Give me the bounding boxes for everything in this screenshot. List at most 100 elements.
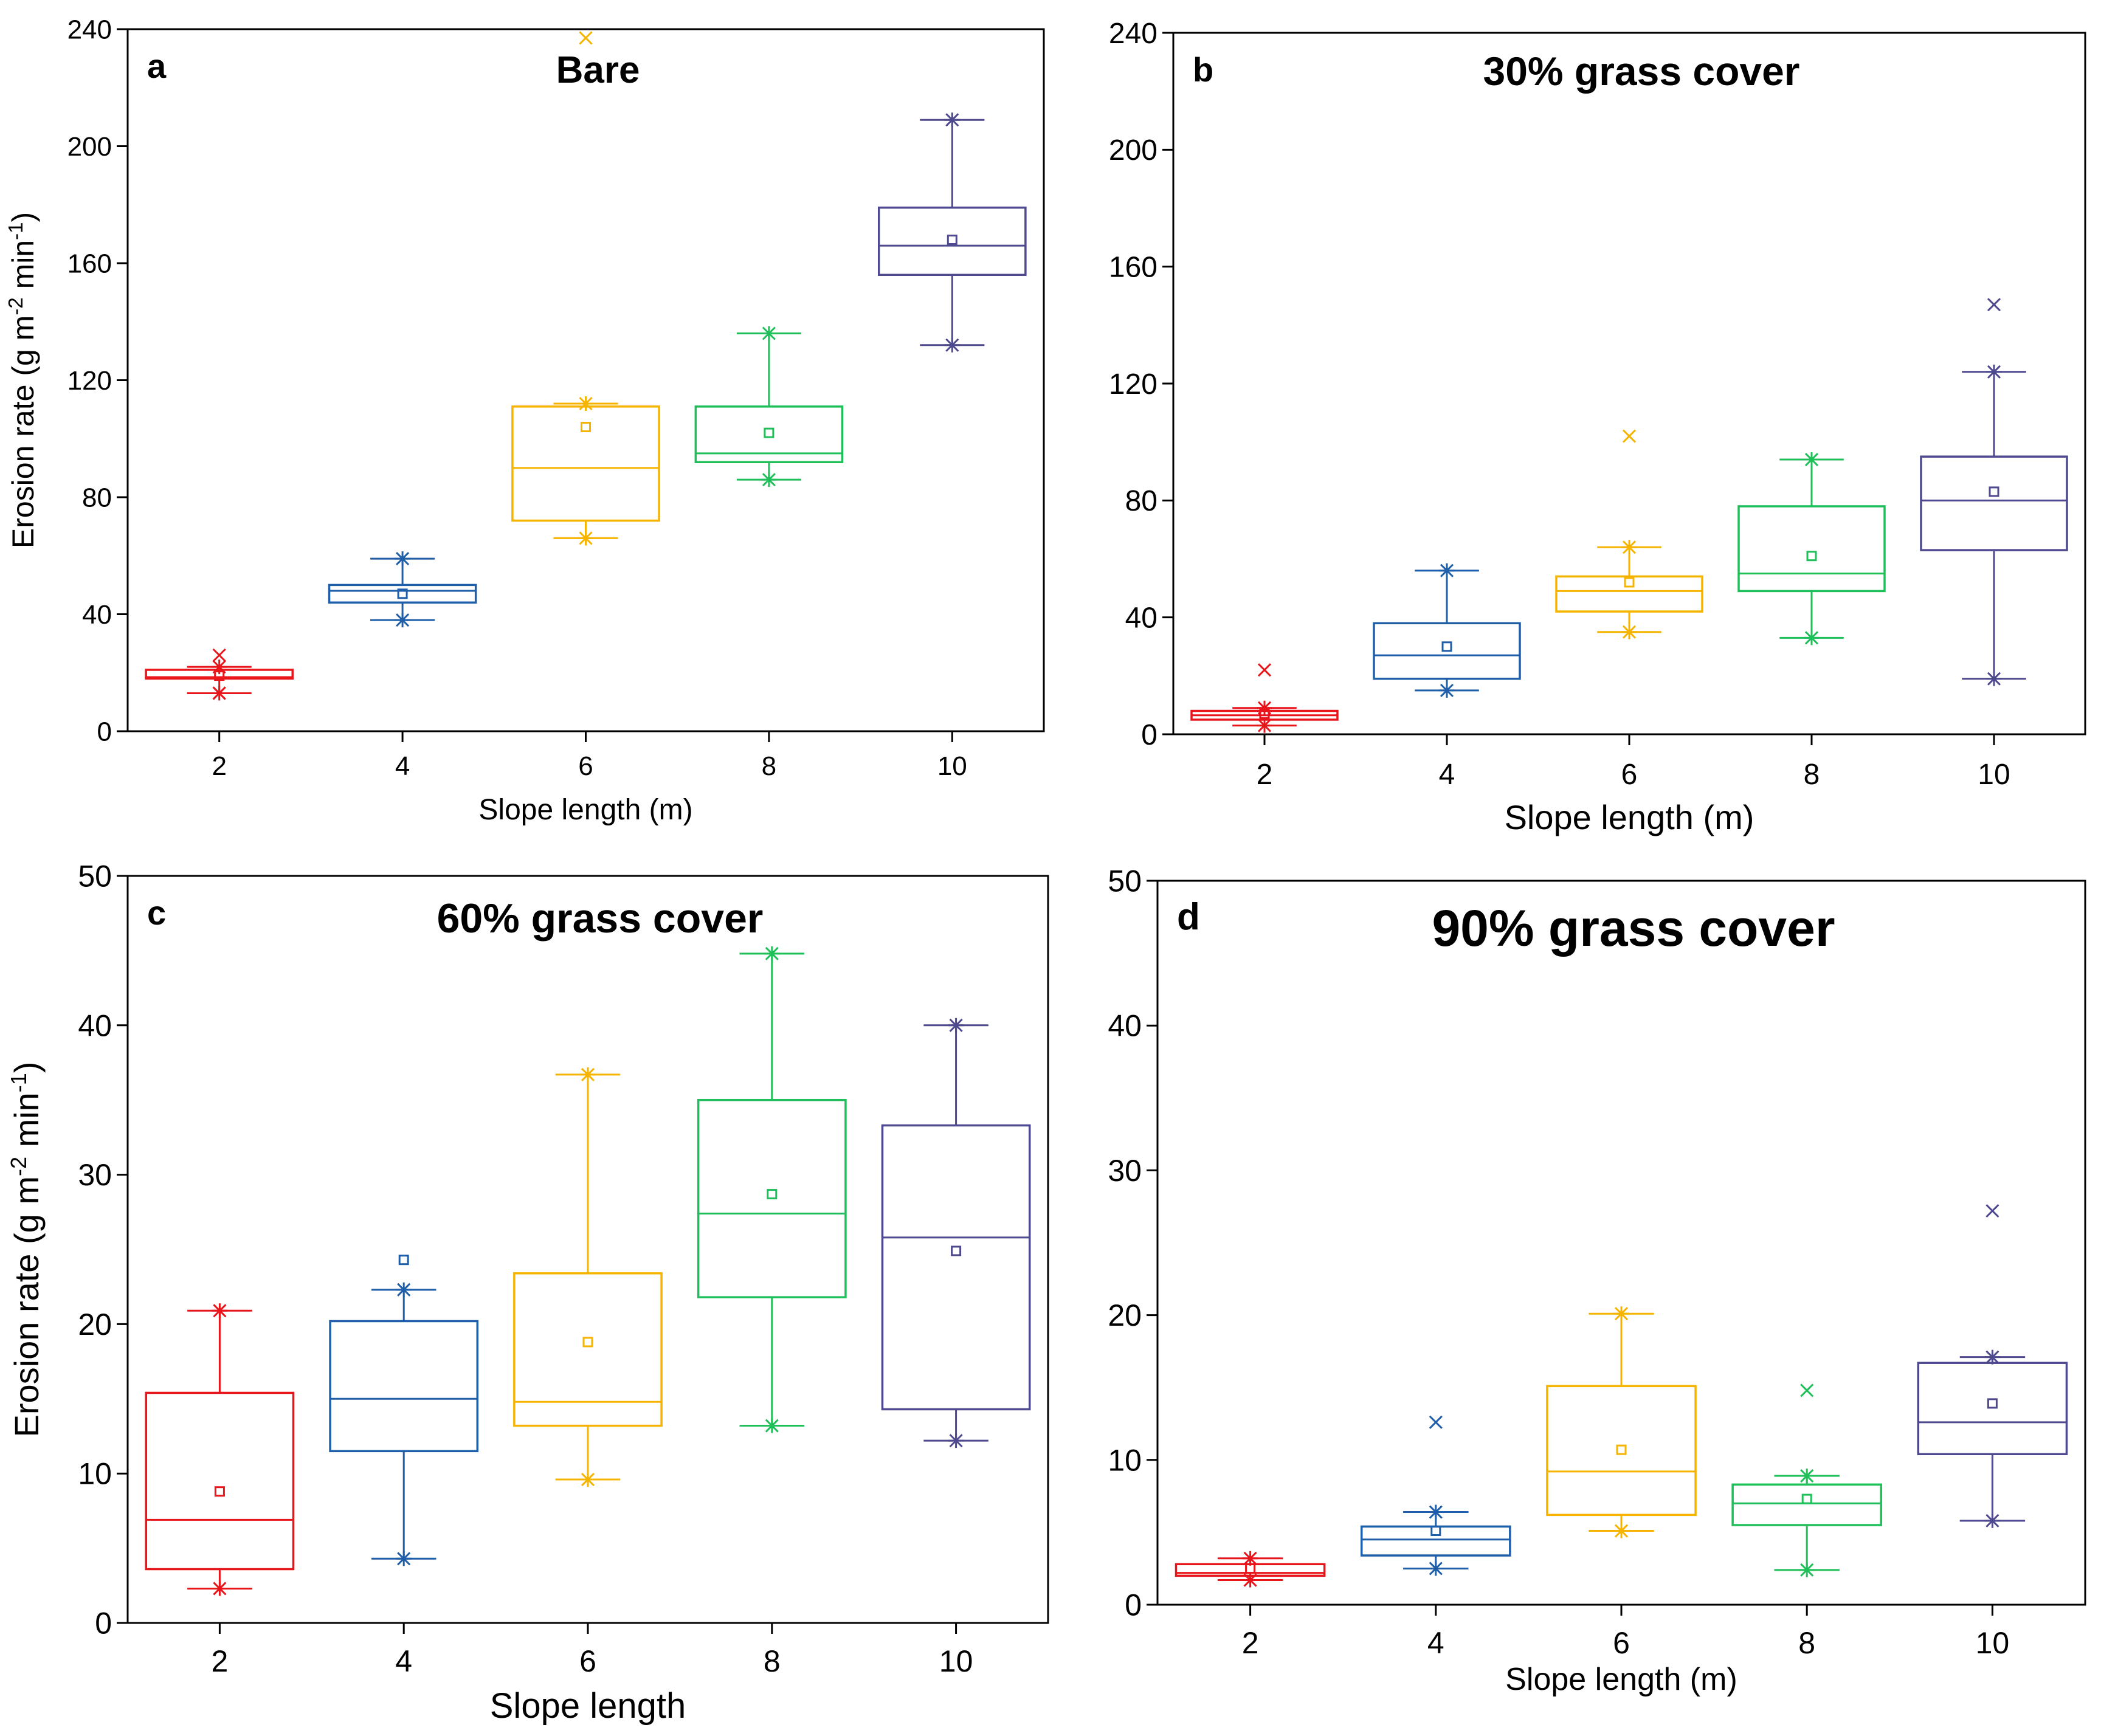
min-marker — [578, 531, 594, 546]
box-4m — [328, 551, 477, 628]
panel-c: 0 10 20 30 40 50 2 4 6 8 10 c 60% grass cover Slope l… — [6, 859, 1049, 1726]
iqr-box — [511, 405, 660, 522]
outlier-marker — [1800, 1383, 1814, 1397]
x-tick-label: 10 — [1976, 1626, 2010, 1660]
mean-marker — [951, 1245, 962, 1256]
y-tick-label: 160 — [1109, 251, 1157, 283]
max-marker — [1242, 1551, 1258, 1566]
y-tick-label: 20 — [78, 1307, 112, 1342]
mean-marker — [398, 1255, 409, 1266]
y-tick-label: 50 — [78, 859, 112, 894]
mean-marker — [214, 670, 225, 681]
y-tick-label: 240 — [67, 15, 112, 44]
box-6m — [511, 31, 660, 546]
panel-title: Bare — [556, 49, 640, 91]
min-marker — [1613, 1523, 1629, 1538]
box-2m — [145, 1303, 295, 1596]
panel-title: 60% grass cover — [437, 895, 764, 942]
outlier-marker — [212, 686, 226, 700]
iqr-box — [1920, 455, 2068, 551]
mean-marker — [1441, 641, 1452, 652]
mean-marker — [764, 427, 775, 438]
max-marker — [948, 1018, 964, 1033]
x-tick-label: 2 — [212, 751, 226, 781]
max-marker — [761, 326, 777, 341]
iqr-box — [145, 1391, 295, 1571]
min-marker — [1621, 624, 1637, 639]
y-tick-label: 10 — [78, 1457, 112, 1491]
max-marker — [1621, 540, 1637, 555]
min-marker — [1439, 683, 1455, 698]
outlier-marker — [212, 648, 226, 662]
x-tick-label: 8 — [1804, 759, 1820, 791]
outlier-marker — [579, 31, 593, 45]
y-axis-label: Erosion rate (g m-2 min-1) — [4, 212, 41, 548]
min-marker — [395, 613, 411, 628]
box-8m — [1731, 1383, 1883, 1577]
min-marker — [396, 1551, 412, 1566]
max-marker — [212, 1303, 228, 1318]
y-axis-label: Erosion rate (g m-2 min-1) — [6, 1062, 46, 1438]
panel-d: 0 10 20 30 40 50 2 4 6 8 10 d 90% grass cover Slope l… — [1108, 864, 2086, 1697]
box-6m — [513, 1067, 663, 1487]
iqr-box — [877, 206, 1027, 276]
max-marker — [1804, 452, 1820, 467]
min-marker — [1984, 1513, 2001, 1528]
min-marker — [761, 472, 777, 487]
y-tick-label: 80 — [1125, 485, 1157, 517]
box-8m — [1737, 452, 1886, 646]
iqr-box — [328, 584, 477, 604]
y-tick-label: 240 — [1109, 18, 1157, 50]
max-marker — [764, 946, 780, 961]
y-tick-label: 160 — [67, 249, 112, 278]
y-tick-label: 200 — [1109, 134, 1157, 167]
iqr-box — [1737, 505, 1886, 593]
x-tick-label: 10 — [1978, 759, 2010, 791]
y-tick-label: 40 — [1108, 1009, 1142, 1043]
x-tick-label: 6 — [578, 751, 593, 781]
min-marker — [1257, 718, 1272, 733]
x-axis-label: Slope length — [490, 1686, 686, 1726]
y-tick-label: 30 — [78, 1158, 112, 1192]
max-marker — [1439, 563, 1455, 578]
panel-letter: b — [1193, 50, 1213, 89]
max-marker — [1257, 700, 1272, 715]
x-axis-label: Slope length (m) — [1505, 798, 1754, 836]
mean-marker — [214, 1486, 225, 1497]
box-4m — [1360, 1415, 1511, 1576]
iqr-box — [1731, 1483, 1883, 1526]
x-tick-label: 4 — [1427, 1626, 1444, 1660]
box-10m — [1920, 298, 2068, 686]
x-tick-label: 8 — [1798, 1626, 1815, 1660]
min-marker — [1242, 1572, 1258, 1588]
iqr-box — [1546, 1385, 1697, 1517]
max-marker — [1986, 364, 2002, 379]
mean-marker — [1430, 1526, 1441, 1537]
box-4m — [329, 1255, 479, 1566]
panel-letter: c — [147, 894, 166, 932]
x-tick-label: 4 — [1439, 759, 1455, 791]
max-marker — [944, 112, 961, 128]
box-6m — [1555, 429, 1703, 639]
min-marker — [1804, 630, 1820, 646]
y-tick-label: 0 — [95, 1607, 112, 1641]
min-marker — [1799, 1562, 1815, 1577]
x-tick-label: 6 — [1621, 759, 1638, 791]
x-tick-label: 4 — [395, 751, 410, 781]
x-tick-label: 6 — [579, 1644, 596, 1678]
y-tick-label: 30 — [1108, 1154, 1142, 1188]
y-tick-label: 0 — [1125, 1588, 1142, 1622]
max-marker — [580, 1067, 596, 1082]
mean-marker — [582, 1337, 593, 1348]
x-tick-label: 4 — [395, 1644, 412, 1678]
y-tick-label: 40 — [78, 1008, 112, 1042]
min-marker — [580, 1472, 596, 1487]
y-tick-label: 120 — [1109, 368, 1157, 401]
x-tick-label: 8 — [764, 1644, 781, 1678]
panel-b: 0 40 80 120 160 200 240 2 4 6 8 10 b 30% grass cover S… — [1109, 18, 2086, 836]
box-10m — [881, 1018, 1031, 1448]
box-4m — [1373, 563, 1521, 698]
max-marker — [1427, 1504, 1444, 1520]
y-tick-label: 10 — [1108, 1443, 1142, 1477]
